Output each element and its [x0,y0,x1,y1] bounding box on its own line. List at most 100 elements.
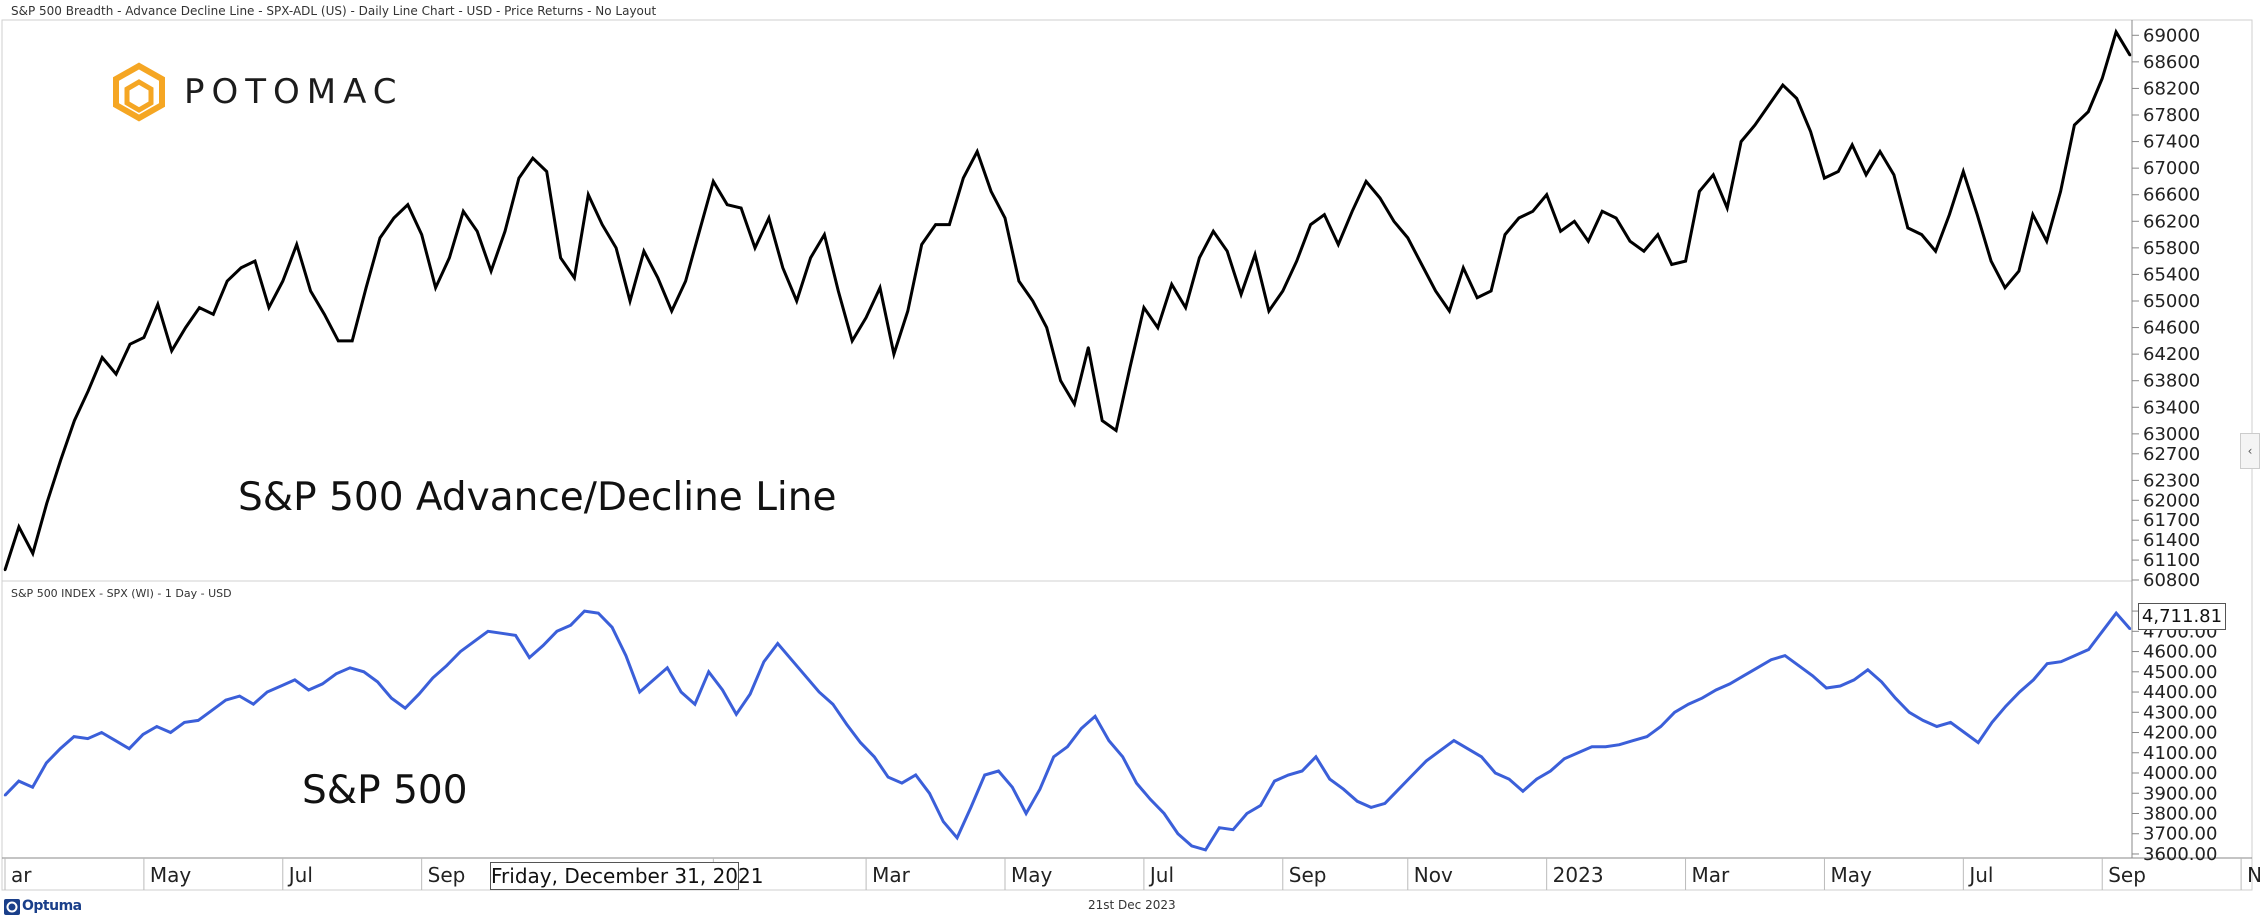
spx-point [1425,759,1428,763]
adl-point [517,176,521,180]
spx-point [955,836,959,839]
adl-point [295,243,298,246]
adl-point [170,349,173,352]
spx-point [417,692,421,696]
adl-point [462,210,465,213]
adl-point [948,223,951,226]
spx-point [1162,812,1166,815]
x-tick-label: May [1830,863,1872,887]
adl-point [1781,83,1785,87]
adl-point [1726,206,1729,210]
adl-point [1837,170,1840,173]
spx-point [1121,755,1124,758]
adl-point [2031,213,2035,216]
adl-point [698,230,701,233]
spx-point [997,769,1000,773]
spx-point [17,779,20,783]
adl-point [1087,346,1090,349]
spx-point [183,721,186,724]
x-axis: ar May Jul Sep Mar May Jul Sep Nov 2023 Mar May Jul S… [4,858,2260,890]
adl-point [1114,429,1118,432]
spx-point [1990,721,1994,724]
adl-point [184,326,187,329]
spx-point [3,794,7,797]
adl-point [1823,176,1826,180]
spx-point [969,806,973,809]
spx-point [2059,660,2063,663]
spx-point [1701,696,1704,700]
spx-point [307,688,310,692]
y-tick-label: 64200 [2143,344,2200,365]
y-tick-label: 4300.00 [2143,702,2217,723]
adl-point [1906,226,1910,230]
spx-point [1149,798,1152,801]
adl-point [156,303,159,306]
adl-point [1226,250,1229,253]
spx-point [1494,771,1497,775]
spx-point [693,703,697,706]
y-tick-label: 69000 [2143,25,2200,46]
spx-point [1535,777,1538,781]
adl-point [1878,150,1882,153]
spx-point [1742,674,1745,677]
adl-point [1628,240,1632,243]
adl-point [2059,190,2062,193]
adl-point [364,286,368,289]
adl-point [1253,253,1257,256]
adl-point [976,150,979,153]
adl-point [628,299,632,303]
spx-point [804,674,807,677]
spx-point [1024,812,1028,815]
y-tick-label: 3800.00 [2143,803,2217,824]
adl-point [1142,306,1146,309]
adl-point [87,389,90,392]
brand-text: Optuma [22,898,82,914]
panel-collapse-handle[interactable]: ‹ [2240,433,2260,469]
adl-point [1545,193,1548,196]
y-tick-label: 4100.00 [2143,743,2217,764]
spx-point [1825,686,1828,690]
y-tick-label: 65000 [2143,291,2200,312]
spx-point [2004,705,2008,708]
spx-point [1963,731,1966,734]
spx-point [86,737,90,740]
spx-point [2073,654,2076,657]
adl-point [864,316,868,319]
adl-point [2101,77,2104,80]
x-tick-label: Nov [2247,863,2260,887]
adl-point [406,203,409,206]
spx-point [1949,721,1952,724]
spx-point [1563,757,1566,760]
adl-points [3,30,2132,572]
adl-point [1073,402,1076,406]
adl-point [281,279,284,283]
adl-point [1948,213,1951,216]
spx-point [1977,741,1980,744]
spx-point [1356,800,1359,803]
adl-point [1517,216,1521,220]
adl-point [1934,250,1937,253]
adl-point [1364,180,1368,183]
adl-point [1323,213,1326,216]
spx-point [707,670,710,673]
y-tick-label: 4400.00 [2143,682,2217,703]
adl-point [59,459,62,462]
adl-point [1392,220,1396,223]
spx-point [72,735,76,738]
spx-point [1093,715,1097,718]
adl-point [1003,216,1007,220]
spx-point [555,630,559,633]
adl-point [1281,289,1285,293]
adl-point [726,203,729,206]
y-tick-label: 3700.00 [2143,824,2217,845]
adl-point [476,230,479,233]
spx-point [1921,719,1925,722]
adl-point [559,256,562,259]
spx-point [928,792,931,795]
y-tick-label: 66600 [2143,185,2200,206]
x-tick-label: Jul [1148,863,1174,887]
spx-point [900,781,904,785]
adl-point [2087,110,2090,113]
spx-point [790,658,793,661]
